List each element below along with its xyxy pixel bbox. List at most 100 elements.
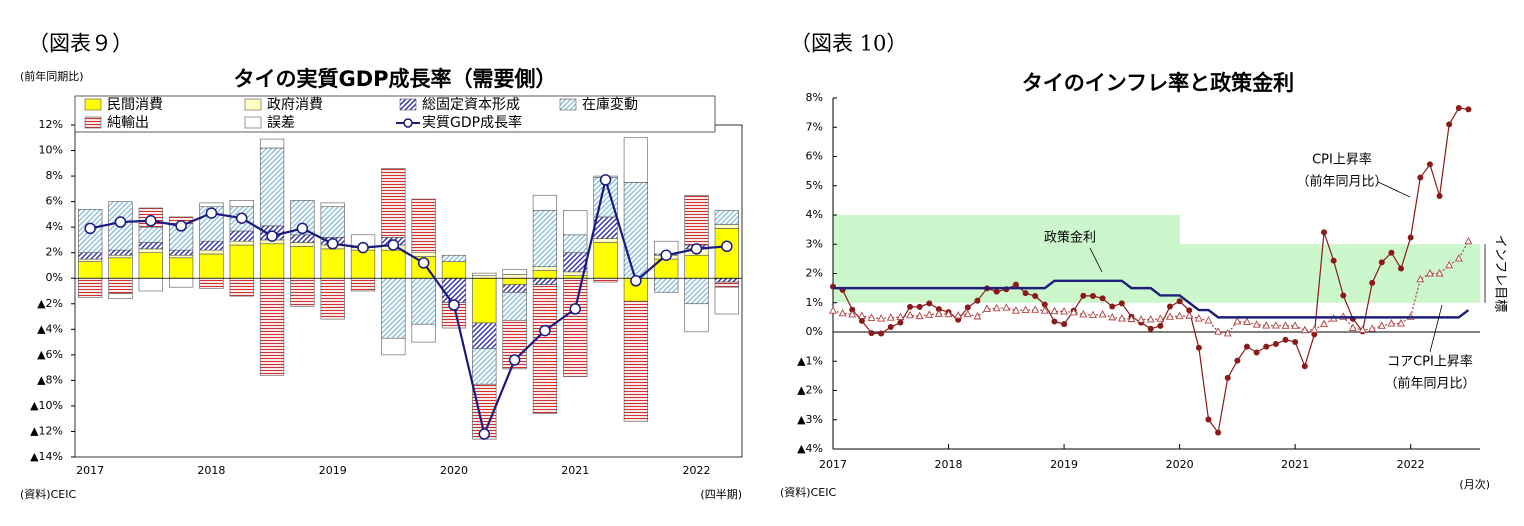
line-marker <box>964 304 971 311</box>
line-marker <box>916 303 923 310</box>
line-marker <box>1369 279 1376 286</box>
line-marker <box>973 312 982 320</box>
y-tick-label: ▲2% <box>797 384 823 397</box>
bar-segment <box>714 286 739 315</box>
line-marker <box>1061 321 1068 328</box>
target-band <box>1410 244 1421 303</box>
legend-swatch <box>559 98 577 111</box>
line-marker <box>205 207 218 219</box>
x-tick-label: 2018 <box>935 458 963 471</box>
target-band <box>1401 244 1412 303</box>
line-marker <box>1455 104 1462 111</box>
legend-label: 民間消費 <box>107 97 163 113</box>
legend-swatch <box>244 116 262 129</box>
line-marker <box>886 313 895 321</box>
line-marker <box>1002 303 1011 311</box>
line-marker <box>1223 329 1232 337</box>
target-band <box>1449 244 1460 303</box>
target-band <box>1362 244 1373 303</box>
line-marker <box>1089 310 1097 318</box>
bar-segment <box>138 226 163 243</box>
target-band <box>1458 244 1469 303</box>
line-marker <box>1397 319 1405 327</box>
line-marker <box>1263 343 1270 350</box>
line-marker <box>1407 234 1414 241</box>
y-tick-label: ▲10% <box>30 399 63 412</box>
target-band <box>1006 215 1017 303</box>
bar-segment <box>199 253 224 279</box>
line-marker <box>906 310 914 319</box>
line-marker <box>963 309 972 318</box>
line-marker <box>1012 281 1019 288</box>
bar-segment <box>714 277 739 283</box>
bar-segment <box>502 320 527 370</box>
line-marker <box>630 275 642 287</box>
line-marker <box>992 303 1001 312</box>
line-marker <box>1234 357 1241 364</box>
line-marker <box>1157 322 1164 329</box>
line-marker <box>84 222 96 235</box>
bar-segment <box>714 210 739 225</box>
line-marker <box>1032 293 1039 300</box>
bar-segment <box>320 248 345 279</box>
bar-segment <box>441 277 467 303</box>
legend-swatch <box>403 118 413 128</box>
target-band <box>1295 244 1306 303</box>
target-band <box>1420 244 1431 303</box>
bar-segment <box>138 277 163 292</box>
y-tick-label: ▲1% <box>797 354 823 367</box>
line-marker <box>1281 321 1290 329</box>
line-marker <box>175 220 187 232</box>
line-marker <box>1377 321 1386 329</box>
series-line <box>89 175 727 438</box>
chart-title: タイの実質GDP成長率（需要側） <box>233 67 556 91</box>
line-marker <box>838 308 847 317</box>
y-tick-label: ▲2% <box>37 297 63 310</box>
bar-segment <box>199 202 224 208</box>
y-tick-label: ▲3% <box>797 413 823 426</box>
bar-segment <box>108 293 133 299</box>
line-marker <box>896 312 905 321</box>
bar-segment <box>381 249 406 279</box>
line-marker <box>357 241 369 254</box>
target-band <box>1102 215 1113 303</box>
y-tick-label: 2% <box>46 246 63 259</box>
bar-segment <box>168 249 194 256</box>
target-band <box>833 215 844 303</box>
bar-segment <box>108 249 133 256</box>
bar-segment <box>108 257 133 279</box>
y-tick-label: ▲6% <box>37 348 63 361</box>
line-marker <box>1368 324 1377 332</box>
bar-segment <box>290 200 315 236</box>
line-marker <box>1378 259 1385 266</box>
line-marker <box>1416 274 1425 283</box>
target-band <box>1015 215 1026 303</box>
y-tick-label: 0% <box>46 271 63 284</box>
line-marker <box>508 354 521 366</box>
line-marker <box>848 309 857 318</box>
target-band <box>919 215 930 303</box>
line-marker <box>1166 303 1173 310</box>
y-tick-label: ▲4% <box>37 322 63 335</box>
line-marker <box>569 303 581 315</box>
target-band <box>861 215 872 303</box>
line-marker <box>1417 174 1424 181</box>
target-band <box>900 215 911 303</box>
bar-segment <box>563 234 588 253</box>
line-marker <box>478 428 491 440</box>
y-tick-label: ▲4% <box>797 442 823 455</box>
target-band <box>1169 215 1181 303</box>
bar-segment <box>78 258 103 262</box>
line-marker <box>934 309 943 317</box>
target-band <box>996 215 1007 303</box>
target-band <box>1064 215 1075 303</box>
line-marker <box>1050 306 1059 315</box>
target-band <box>1247 244 1258 303</box>
bar-segment <box>411 198 436 253</box>
line-marker <box>236 212 248 224</box>
bar-segment <box>623 182 649 279</box>
target-band <box>871 215 882 303</box>
bar-segment <box>320 206 345 238</box>
line-marker <box>1388 249 1395 256</box>
bar-segment <box>350 277 376 292</box>
